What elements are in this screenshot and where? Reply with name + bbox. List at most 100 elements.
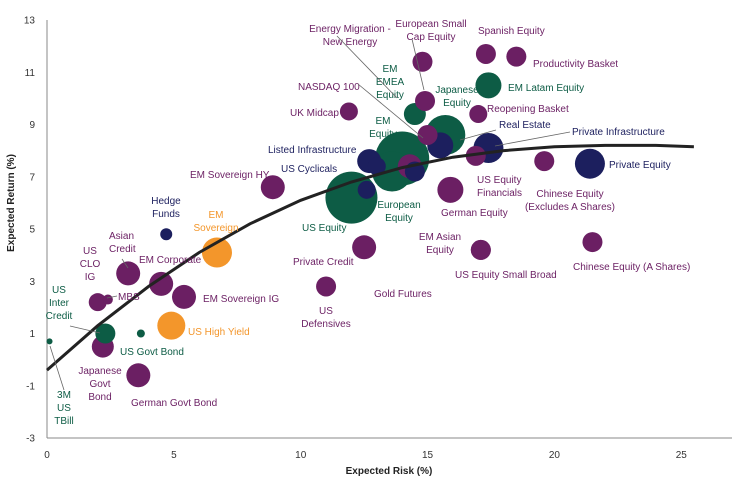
- point-label: Japanese Govt Bond: [78, 366, 122, 403]
- bubble-point: EM Corporate: [149, 271, 174, 296]
- point-label: US Inter Credit: [46, 285, 73, 322]
- point-label: European Equity: [377, 200, 420, 224]
- bubble-point: European Small Cap Equity: [412, 51, 433, 72]
- point-label: Private Credit: [293, 257, 354, 268]
- point-label: EM Asian Equity: [419, 232, 461, 256]
- bubble-point: [465, 145, 486, 166]
- point-label: Japanese Equity: [435, 85, 479, 109]
- y-tick-label: 7: [29, 172, 35, 183]
- point-label: Private Equity: [609, 160, 671, 171]
- point-label: Productivity Basket: [533, 59, 618, 70]
- bubble-point: Chinese Equity (A Shares): [582, 232, 603, 253]
- label-leader-line: [336, 35, 398, 99]
- bubble-point: Private Credit: [352, 235, 377, 260]
- bubble-point: Asian Credit: [116, 261, 141, 286]
- point-label: US Defensives: [301, 306, 350, 330]
- bubble-point: EM Latam Equity: [475, 72, 502, 99]
- y-tick-label: 5: [29, 225, 35, 236]
- point-label: Hedge Funds: [151, 196, 181, 220]
- bubble-point: Hedge Funds: [160, 228, 173, 241]
- bubble-point: US CLO IG: [88, 293, 107, 312]
- bubble-point: US Defensives: [316, 276, 337, 297]
- point-label: EM Latam Equity: [508, 83, 584, 94]
- label-leader-line: [411, 38, 425, 91]
- y-tick-label: 9: [29, 120, 35, 131]
- point-label: EM Sovereign: [193, 210, 238, 234]
- x-tick-label: 25: [676, 450, 688, 461]
- point-label: US High Yield: [188, 327, 250, 338]
- point-label: EM Equity: [369, 116, 397, 140]
- point-label: European Small Cap Equity: [395, 19, 466, 43]
- label-leader-line: [494, 131, 571, 147]
- bubble-point: Chinese Equity (Excludes A Shares): [534, 151, 555, 172]
- y-tick-label: 1: [29, 329, 35, 340]
- label-leader-line: [357, 83, 424, 139]
- trend-curve: [46, 143, 694, 372]
- bubble-point: UK Midcap: [339, 102, 358, 121]
- point-label: Listed Infrastructure: [268, 145, 357, 156]
- point-label: EM EMEA Equity: [376, 64, 405, 101]
- bubble-point: Private Equity: [574, 148, 605, 179]
- x-tick-label: 10: [295, 450, 307, 461]
- point-label: UK Midcap: [290, 108, 339, 119]
- point-label: German Govt Bond: [131, 398, 217, 409]
- point-label: Chinese Equity (Excludes A Shares): [525, 189, 615, 213]
- bubble-point: [136, 329, 145, 338]
- y-axis-title: Expected Return (%): [6, 154, 17, 252]
- bubble-point: MBS: [102, 294, 113, 305]
- bubble-point: Energy Migration - New Energy: [415, 90, 436, 111]
- point-label: Spanish Equity: [478, 26, 545, 37]
- x-tick-label: 20: [549, 450, 561, 461]
- point-label: EM Sovereign IG: [203, 294, 279, 305]
- point-label: Gold Futures: [374, 289, 432, 300]
- bubble-point: Productivity Basket: [506, 46, 527, 67]
- point-label: US Equity: [302, 223, 346, 234]
- bubble-point: [367, 157, 386, 176]
- bubble-point: 3M US TBill: [46, 338, 53, 345]
- point-label: Asian Credit: [109, 231, 136, 255]
- label-leader-line: [69, 325, 101, 334]
- point-label: German Equity: [441, 208, 508, 219]
- bubble-point: [469, 105, 488, 124]
- point-label: EM Sovereign HY: [190, 170, 270, 181]
- y-tick-label: 3: [29, 277, 35, 288]
- point-label: EM Corporate: [139, 255, 202, 266]
- bubble-point: Japanese Govt Bond: [126, 363, 151, 388]
- point-label: US Cyclicals: [281, 164, 337, 175]
- y-tick-label: 13: [24, 16, 36, 27]
- point-label: US Equity Financials: [477, 175, 522, 199]
- y-tick-label: 11: [25, 68, 36, 79]
- point-label: US CLO IG: [80, 246, 101, 283]
- point-label: MBS: [118, 292, 140, 303]
- point-label: US Equity Small Broad: [455, 270, 557, 281]
- bubble-point: US Equity Small Broad: [470, 239, 491, 260]
- label-leader-line: [49, 345, 65, 391]
- bubble-point: EM Sovereign IG: [172, 284, 196, 309]
- point-label: Chinese Equity (A Shares): [573, 262, 690, 273]
- bubble-point: US Inter Credit: [95, 323, 116, 344]
- y-tick-label: -1: [26, 381, 35, 392]
- x-axis-title: Expected Risk (%): [346, 466, 433, 477]
- point-label: US Govt Bond: [120, 347, 184, 358]
- bubble-point: German Equity: [437, 176, 464, 203]
- x-tick-label: 0: [44, 450, 50, 461]
- x-tick-label: 5: [171, 450, 177, 461]
- point-label: Private Infrastructure: [572, 127, 665, 138]
- label-leader-line: [459, 129, 497, 141]
- bubble-point: [417, 124, 438, 145]
- point-label: Energy Migration -New Energy: [309, 24, 391, 48]
- bubble-point: US High Yield: [157, 311, 186, 340]
- label-leader-line: [121, 258, 129, 269]
- x-tick-label: 15: [422, 450, 434, 461]
- y-tick-label: -3: [26, 434, 35, 445]
- point-label: 3M US TBill: [54, 390, 73, 427]
- bubble-point: Spanish Equity: [475, 43, 496, 64]
- label-leader-line: [106, 295, 118, 299]
- point-label: Reopening Basket: [487, 104, 569, 115]
- bubble-point: EM Sovereign HY: [260, 175, 285, 200]
- point-label: Real Estate: [499, 120, 551, 131]
